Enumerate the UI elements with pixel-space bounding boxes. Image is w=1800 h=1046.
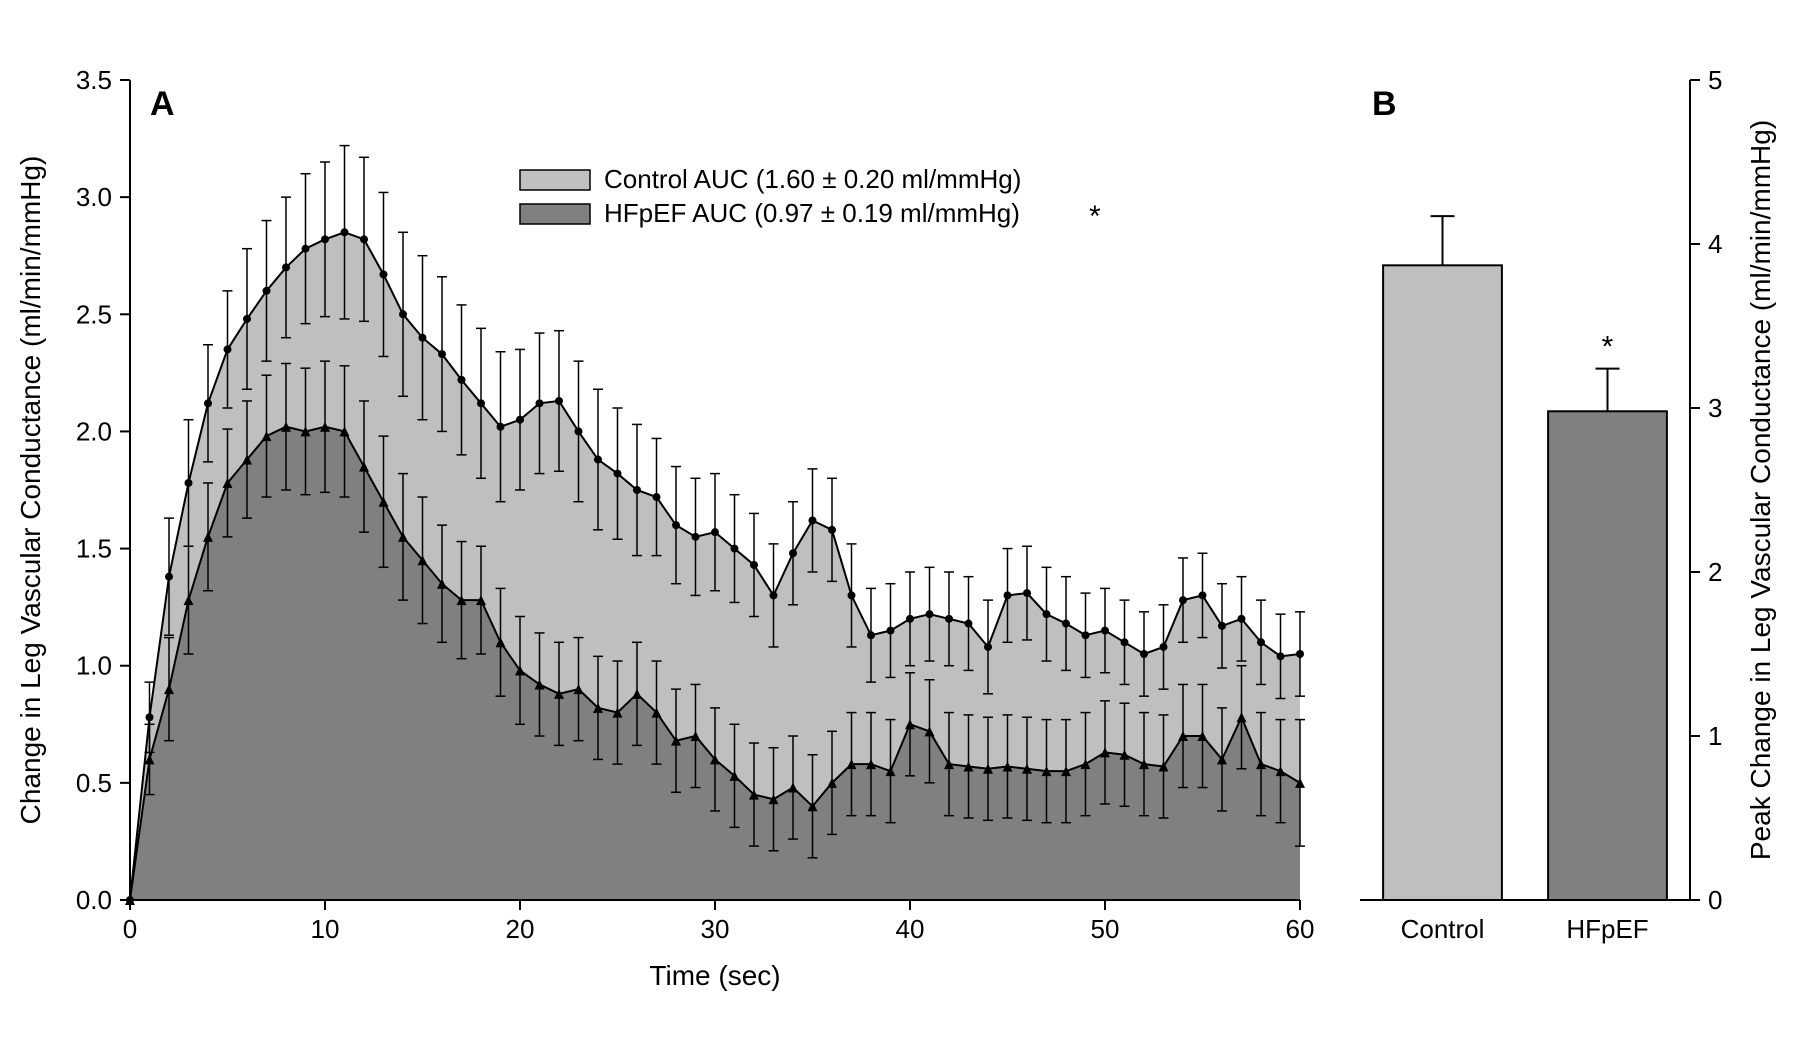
control-marker	[204, 399, 212, 407]
legend-hfpef-label: HFpEF AUC (0.97 ± 0.19 ml/mmHg)	[604, 198, 1020, 228]
x-tick-label: 60	[1286, 914, 1315, 944]
figure-container: 01020304050600.00.51.01.52.02.53.03.5Tim…	[0, 0, 1800, 1046]
control-marker	[750, 561, 758, 569]
control-marker	[1023, 589, 1031, 597]
y-tick-label: 2.0	[76, 416, 112, 446]
control-marker	[282, 263, 290, 271]
control-marker	[984, 643, 992, 651]
control-marker	[146, 713, 154, 721]
bar-sig-star: *	[1602, 331, 1614, 364]
y-tick-label: 1.5	[76, 534, 112, 564]
control-marker	[1121, 638, 1129, 646]
panel-b-label: B	[1372, 85, 1397, 123]
control-marker	[965, 620, 973, 628]
x-tick-label: 30	[701, 914, 730, 944]
bar-control	[1383, 265, 1502, 900]
legend-control-swatch	[520, 170, 590, 190]
control-marker	[614, 470, 622, 478]
control-marker	[945, 615, 953, 623]
panel-b-y-tick-label: 2	[1708, 557, 1722, 587]
y-tick-label: 3.0	[76, 182, 112, 212]
panel-a-xlabel: Time (sec)	[649, 960, 780, 991]
control-marker	[1101, 627, 1109, 635]
legend-sig-star: *	[1089, 200, 1101, 233]
x-tick-label: 0	[123, 914, 137, 944]
control-marker	[536, 399, 544, 407]
legend-control-label: Control AUC (1.60 ± 0.20 ml/mmHg)	[604, 164, 1021, 194]
control-marker	[516, 416, 524, 424]
control-marker	[165, 573, 173, 581]
control-marker	[1062, 620, 1070, 628]
control-marker	[731, 545, 739, 553]
control-marker	[1277, 652, 1285, 660]
control-marker	[1296, 650, 1304, 658]
x-tick-label: 40	[896, 914, 925, 944]
panel-a-label: A	[150, 85, 175, 123]
control-marker	[302, 245, 310, 253]
control-marker	[419, 334, 427, 342]
panel-a-ylabel: Change in Leg Vascular Conductance (ml/m…	[15, 156, 46, 825]
control-marker	[1257, 638, 1265, 646]
control-marker	[399, 310, 407, 318]
y-tick-label: 2.5	[76, 299, 112, 329]
control-marker	[1160, 643, 1168, 651]
control-marker	[692, 533, 700, 541]
control-marker	[926, 610, 934, 618]
x-tick-label: 50	[1091, 914, 1120, 944]
control-marker	[672, 521, 680, 529]
control-marker	[555, 397, 563, 405]
chart-svg: 01020304050600.00.51.01.52.02.53.03.5Tim…	[0, 0, 1800, 1046]
control-marker	[1199, 591, 1207, 599]
control-marker	[1238, 615, 1246, 623]
panel-b-y-tick-label: 3	[1708, 393, 1722, 423]
control-marker	[1082, 631, 1090, 639]
control-marker	[341, 228, 349, 236]
bar-hfpef	[1548, 411, 1667, 900]
control-marker	[711, 528, 719, 536]
control-marker	[575, 427, 583, 435]
y-tick-label: 3.5	[76, 65, 112, 95]
control-marker	[867, 631, 875, 639]
control-marker	[1179, 596, 1187, 604]
panel-b-y-tick-label: 4	[1708, 229, 1722, 259]
control-marker	[848, 591, 856, 599]
y-tick-label: 0.0	[76, 885, 112, 915]
control-marker	[633, 486, 641, 494]
control-marker	[828, 526, 836, 534]
control-marker	[653, 493, 661, 501]
x-tick-label: 10	[311, 914, 340, 944]
control-marker	[789, 549, 797, 557]
panel-b-y-tick-label: 0	[1708, 885, 1722, 915]
control-marker	[809, 516, 817, 524]
control-marker	[1140, 650, 1148, 658]
bar-category-label: Control	[1401, 914, 1485, 944]
control-marker	[1218, 622, 1226, 630]
control-marker	[1043, 610, 1051, 618]
control-marker	[906, 615, 914, 623]
control-marker	[594, 456, 602, 464]
control-marker	[380, 270, 388, 278]
control-marker	[887, 627, 895, 635]
control-marker	[770, 591, 778, 599]
control-marker	[438, 350, 446, 358]
panel-b-y-tick-label: 1	[1708, 721, 1722, 751]
bar-category-label: HFpEF	[1566, 914, 1648, 944]
control-marker	[458, 376, 466, 384]
panel-b-y-tick-label: 5	[1708, 65, 1722, 95]
control-marker	[243, 315, 251, 323]
panel-b-ylabel: Peak Change in Leg Vascular Conductance …	[1745, 120, 1776, 860]
x-tick-label: 20	[506, 914, 535, 944]
legend-hfpef-swatch	[520, 204, 590, 224]
control-marker	[224, 345, 232, 353]
y-tick-label: 1.0	[76, 651, 112, 681]
control-marker	[263, 287, 271, 295]
control-marker	[185, 479, 193, 487]
control-marker	[497, 423, 505, 431]
control-marker	[1004, 591, 1012, 599]
control-marker	[477, 399, 485, 407]
control-marker	[321, 235, 329, 243]
control-marker	[360, 235, 368, 243]
y-tick-label: 0.5	[76, 768, 112, 798]
